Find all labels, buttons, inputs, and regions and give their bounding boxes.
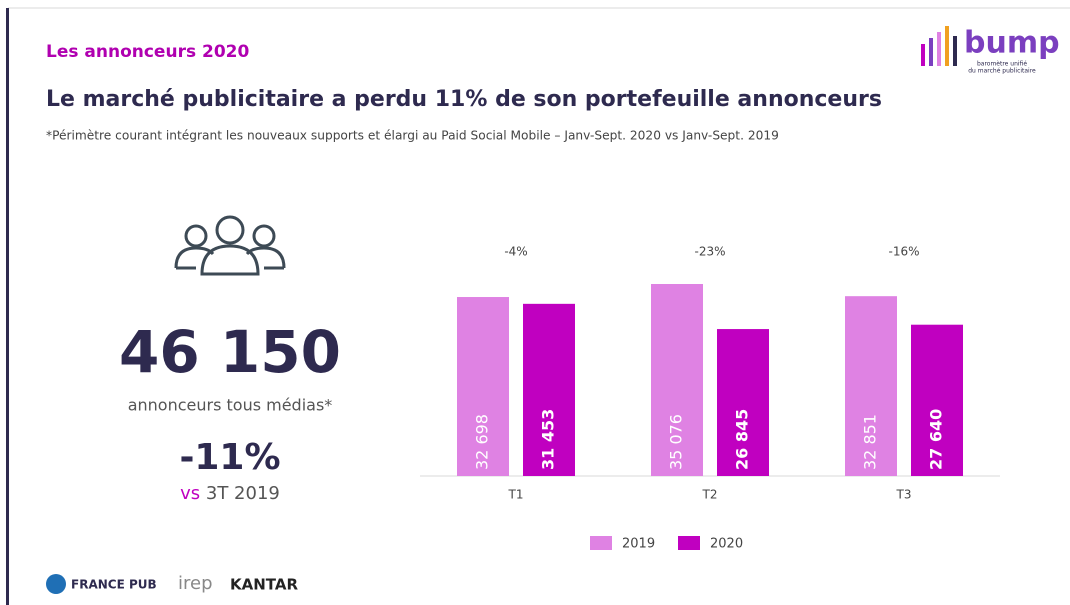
footer-logo: FRANCE PUB	[71, 578, 157, 592]
bar	[717, 329, 769, 476]
value-label: 26 845	[733, 409, 752, 470]
section-label: Les annonceurs 2020	[46, 42, 249, 62]
logo-bar	[945, 26, 949, 66]
value-label: 32 851	[861, 414, 880, 470]
footer-logo: KANTAR	[230, 576, 298, 594]
logo-bar	[921, 44, 925, 66]
logo-bar	[953, 36, 957, 66]
bar	[911, 324, 963, 476]
x-tick-label: T1	[508, 488, 524, 502]
legend-label: 2019	[622, 537, 655, 552]
kpi-vs: vs	[180, 483, 200, 504]
kpi-change: -11%	[179, 437, 280, 478]
subtitle: *Périmètre courant intégrant les nouveau…	[46, 129, 779, 143]
kpi-number: 46 150	[119, 318, 341, 386]
bar	[457, 297, 509, 476]
bump-logo: bump baromètre unifié du marché publicit…	[921, 26, 1060, 75]
change-annotation: -4%	[504, 245, 527, 259]
value-label: 31 453	[539, 409, 558, 470]
value-label: 32 698	[473, 414, 492, 470]
bar	[845, 296, 897, 476]
bar	[523, 303, 575, 476]
logo-tagline: du marché publicitaire	[968, 68, 1036, 75]
footer-logos: FRANCE PUB irep KANTAR	[46, 573, 298, 594]
francepub-icon	[46, 574, 66, 594]
x-tick-label: T3	[896, 488, 912, 502]
bar-chart: T1 -4% 32 698 31 453 T2 -23% 35 076 26 845 T3 -16…	[420, 245, 1000, 552]
value-label: 35 076	[667, 414, 686, 470]
legend-swatch	[678, 536, 700, 550]
kpi-label: annonceurs tous médias*	[128, 396, 333, 415]
change-annotation: -23%	[694, 245, 725, 259]
kpi-period-text: 3T 2019	[206, 483, 280, 504]
slide-title: Le marché publicitaire a perdu 11% de so…	[46, 87, 882, 112]
change-annotation: -16%	[888, 245, 919, 259]
legend-swatch	[590, 536, 612, 550]
logo-bar	[929, 38, 933, 66]
kpi-period: vs 3T 2019	[180, 483, 280, 504]
logo-bar	[937, 32, 941, 66]
bar	[651, 284, 703, 476]
footer-logo: irep	[178, 573, 213, 594]
x-tick-label: T2	[702, 488, 718, 502]
legend-label: 2020	[710, 537, 743, 552]
logo-tagline: baromètre unifié	[977, 61, 1027, 68]
value-label: 27 640	[927, 409, 946, 470]
people-icon	[174, 215, 286, 276]
logo-name: bump	[964, 26, 1060, 61]
left-border	[6, 8, 9, 605]
